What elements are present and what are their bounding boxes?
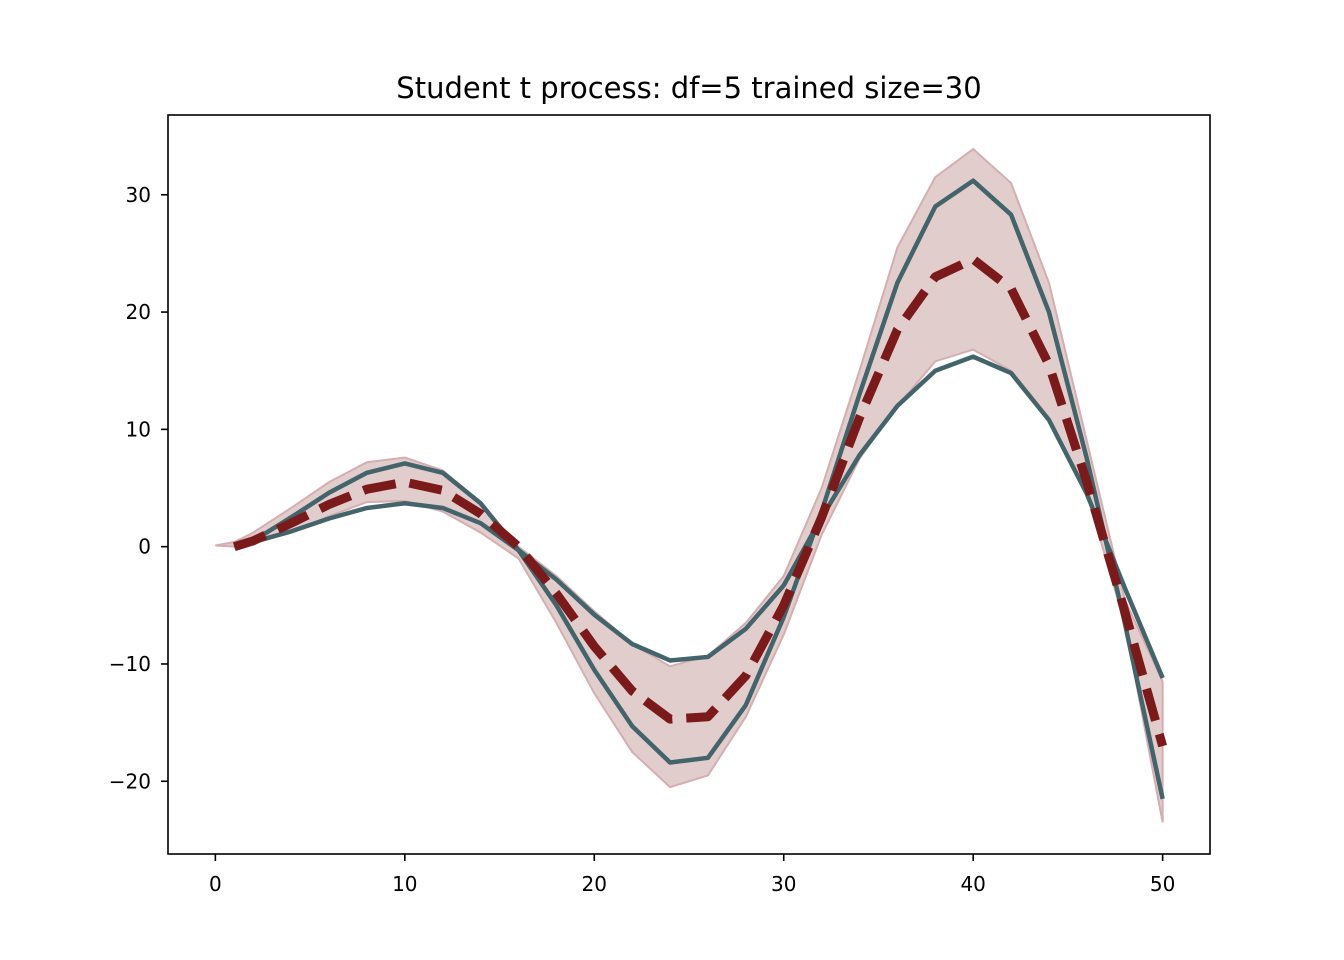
chart-title: Student t process: df=5 trained size=30 — [396, 71, 981, 105]
y-tick-label: −10 — [109, 652, 151, 676]
x-tick-label: 20 — [582, 872, 607, 896]
x-tick-label: 30 — [771, 872, 796, 896]
y-tick-label: 30 — [126, 183, 151, 207]
x-tick-label: 10 — [392, 872, 417, 896]
y-tick-label: 20 — [126, 300, 151, 324]
mean-line — [232, 254, 1167, 748]
y-tick-label: 0 — [138, 535, 151, 559]
sample-line — [233, 354, 1165, 679]
sample-line — [233, 178, 1165, 800]
y-tick-label: 10 — [126, 417, 151, 441]
x-tick-label: 40 — [960, 872, 985, 896]
y-tick-label: −20 — [109, 769, 151, 793]
plot-frame — [167, 114, 1211, 855]
x-tick-label: 0 — [209, 872, 222, 896]
x-tick-label: 50 — [1150, 872, 1175, 896]
